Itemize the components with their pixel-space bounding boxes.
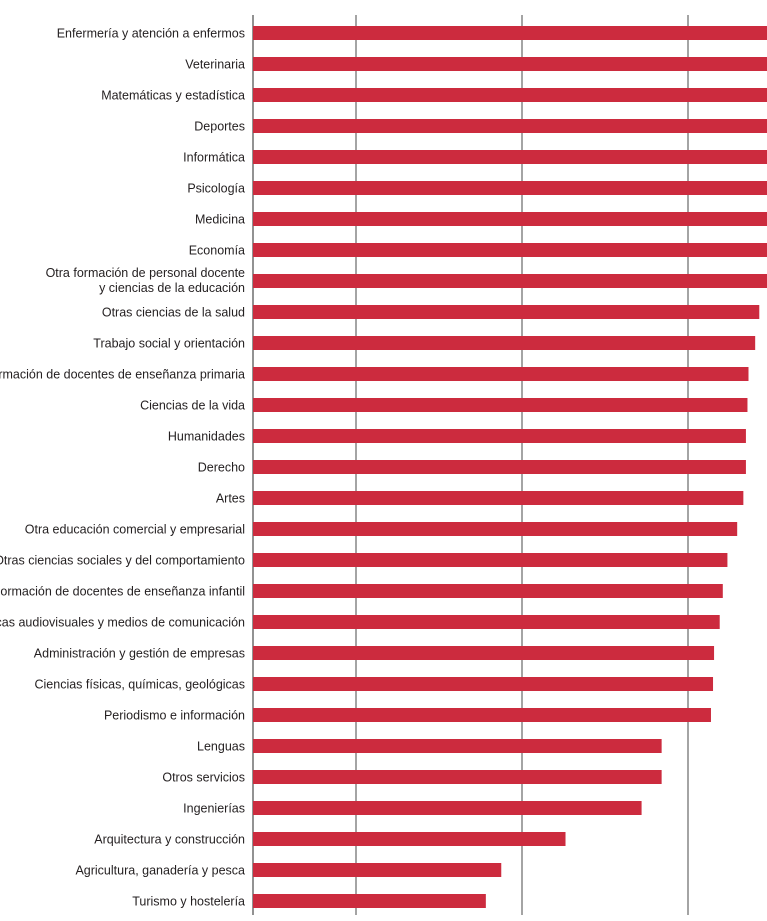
category-label: Arquitectura y construcción — [94, 833, 245, 847]
bar — [253, 460, 746, 474]
category-label: Agricultura, ganadería y pesca — [75, 864, 245, 878]
category-label: Artes — [216, 492, 245, 506]
category-label: Periodismo e información — [104, 709, 245, 723]
category-label: Otra formación de personal docente y cien… — [46, 266, 245, 295]
bar — [253, 522, 738, 536]
bar — [253, 584, 723, 598]
bar — [253, 119, 767, 133]
category-label: Trabajo social y orientación — [93, 337, 245, 351]
bar — [253, 801, 642, 815]
bar — [253, 57, 767, 71]
bar — [253, 367, 749, 381]
bar — [253, 708, 711, 722]
bar — [253, 863, 502, 877]
bar — [253, 615, 720, 629]
bar — [253, 398, 748, 412]
category-label: Humanidades — [168, 430, 245, 444]
category-label: Formación de docentes de enseñanza prima… — [0, 368, 245, 382]
category-label: Otras ciencias de la salud — [102, 306, 245, 320]
category-label: Formación de docentes de enseñanza infan… — [0, 585, 245, 599]
category-label: Otra educación comercial y empresarial — [25, 523, 245, 537]
bar — [253, 894, 486, 908]
bar — [253, 491, 744, 505]
bar — [253, 677, 714, 691]
category-label: Ciencias de la vida — [140, 399, 245, 413]
category-label: Deportes — [194, 120, 245, 134]
category-label: Veterinaria — [185, 58, 245, 72]
bar — [253, 26, 767, 40]
bar — [253, 88, 767, 102]
bar — [253, 150, 767, 164]
category-label: Enfermería y atención a enfermos — [57, 27, 245, 41]
bar — [253, 274, 767, 288]
category-label: Informática — [183, 151, 245, 165]
bar — [253, 770, 662, 784]
bar — [253, 181, 767, 195]
bar — [253, 739, 662, 753]
category-label: Matemáticas y estadística — [101, 89, 245, 103]
bar — [253, 429, 746, 443]
bar — [253, 646, 715, 660]
category-label: Medicina — [195, 213, 245, 227]
category-label: Ingenierías — [183, 802, 245, 816]
bar — [253, 305, 760, 319]
category-label: Ciencias físicas, químicas, geológicas — [34, 678, 245, 692]
bar — [253, 243, 767, 257]
category-label: Turismo y hostelería — [132, 895, 245, 909]
category-label: Psicología — [187, 182, 245, 196]
category-label: Otras ciencias sociales y del comportami… — [0, 554, 245, 568]
category-label: Otros servicios — [162, 771, 245, 785]
bar — [253, 212, 767, 226]
bar — [253, 336, 756, 350]
category-label: Técnicas audiovisuales y medios de comun… — [0, 616, 245, 630]
category-label: Administración y gestión de empresas — [34, 647, 245, 661]
bar — [253, 832, 566, 846]
category-label: Lenguas — [197, 740, 245, 754]
bar — [253, 553, 728, 567]
category-label: Derecho — [198, 461, 245, 475]
category-label: Economía — [189, 244, 245, 258]
